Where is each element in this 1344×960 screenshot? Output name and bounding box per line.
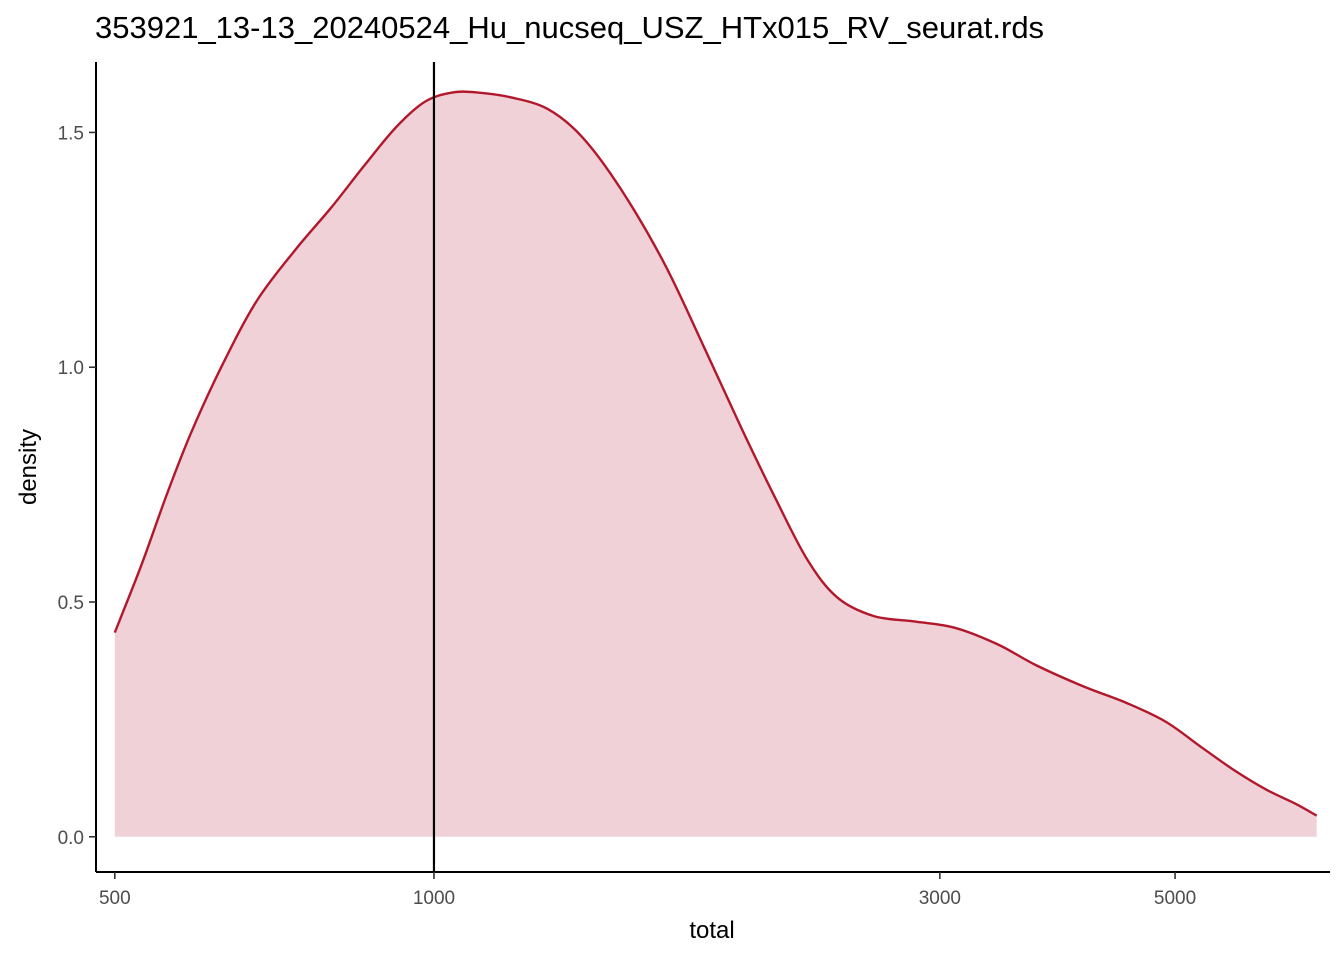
x-tick-label: 3000: [919, 888, 961, 909]
x-tick-label: 500: [99, 888, 131, 909]
x-ticks: 500 1000 3000 5000: [99, 872, 1196, 909]
plot-area: [113, 62, 1318, 872]
y-tick-label: 0.5: [58, 593, 84, 614]
y-tick-label: 1.5: [58, 123, 84, 144]
x-tick-label: 1000: [413, 888, 455, 909]
y-ticks: 0.0 0.5 1.0 1.5: [58, 123, 96, 849]
density-area-fill: [114, 91, 1317, 837]
x-tick-label: 5000: [1154, 888, 1196, 909]
axes: [95, 62, 1330, 873]
chart-title: 353921_13-13_20240524_Hu_nucseq_USZ_HTx0…: [95, 10, 1044, 45]
y-tick-label: 0.0: [58, 828, 84, 849]
y-axis-title: density: [15, 429, 42, 505]
x-axis-title: total: [689, 917, 734, 944]
density-curve: [113, 90, 1318, 817]
y-tick-label: 1.0: [58, 358, 84, 379]
